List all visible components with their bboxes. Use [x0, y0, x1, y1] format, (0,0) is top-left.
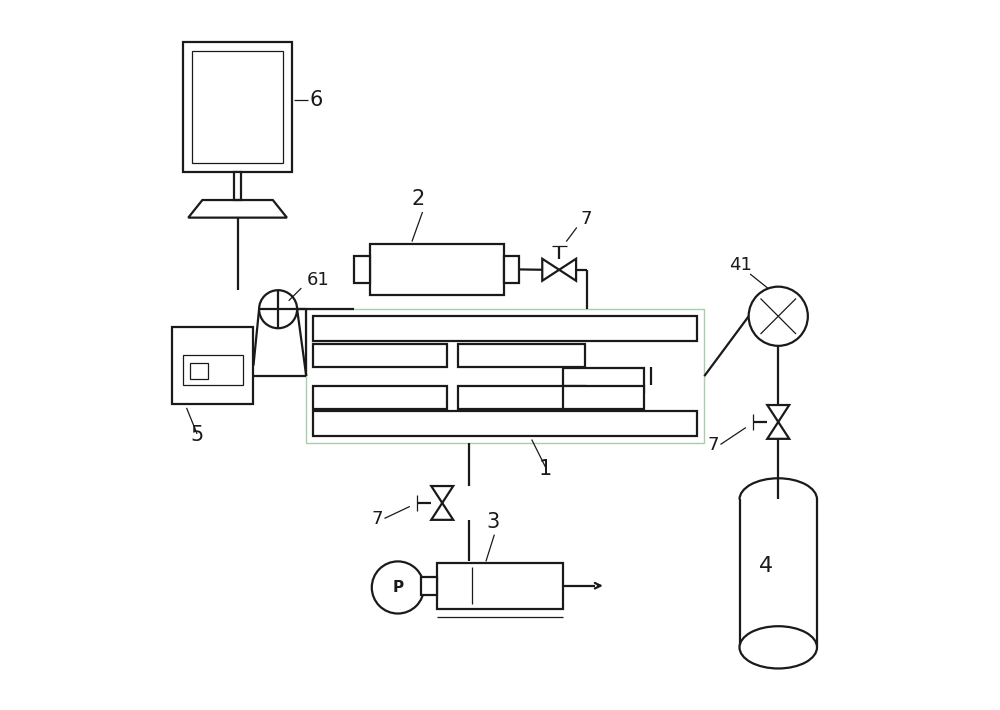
Text: 7: 7 — [372, 510, 383, 528]
Bar — [192, 50, 283, 163]
Text: 61: 61 — [306, 271, 329, 288]
Text: 2: 2 — [412, 189, 425, 209]
Bar — [563, 386, 644, 409]
Bar — [458, 386, 585, 409]
Bar — [458, 344, 585, 367]
Text: 3: 3 — [486, 512, 499, 532]
Text: 4: 4 — [759, 557, 773, 577]
Text: 7: 7 — [580, 210, 592, 228]
Bar — [421, 577, 437, 595]
Bar — [313, 316, 697, 341]
Bar — [172, 327, 253, 404]
Text: 41: 41 — [729, 256, 752, 275]
Bar — [313, 386, 447, 409]
Bar — [183, 355, 243, 385]
Bar — [306, 310, 704, 443]
Bar — [563, 368, 644, 392]
Text: 1: 1 — [539, 459, 552, 479]
Text: 5: 5 — [190, 425, 203, 445]
Circle shape — [749, 287, 808, 346]
Ellipse shape — [740, 626, 817, 669]
Bar — [190, 364, 208, 379]
Bar — [313, 411, 697, 436]
Bar — [437, 563, 563, 608]
Text: P: P — [392, 580, 403, 595]
Bar — [370, 244, 504, 295]
Bar — [313, 344, 447, 367]
Circle shape — [259, 290, 297, 328]
Bar — [354, 256, 370, 283]
Bar — [504, 256, 519, 283]
Text: 6: 6 — [310, 90, 323, 110]
Circle shape — [372, 562, 424, 613]
Bar — [234, 172, 241, 200]
Text: 7: 7 — [708, 436, 719, 454]
Bar — [183, 41, 292, 172]
